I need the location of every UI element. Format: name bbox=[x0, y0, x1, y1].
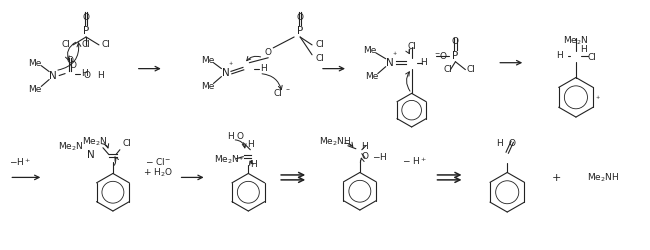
Text: P: P bbox=[452, 51, 458, 61]
Text: H: H bbox=[250, 160, 257, 169]
Text: Me: Me bbox=[201, 56, 214, 65]
Text: Cl: Cl bbox=[467, 65, 476, 74]
Text: $^{-}$O: $^{-}$O bbox=[434, 50, 448, 61]
Text: Me: Me bbox=[365, 72, 378, 81]
Text: H: H bbox=[227, 132, 234, 141]
Text: N: N bbox=[87, 150, 95, 160]
Text: O: O bbox=[296, 13, 304, 22]
Text: Me$_2$NH: Me$_2$NH bbox=[319, 136, 351, 148]
Text: O: O bbox=[265, 48, 272, 57]
Text: Me$_2$N: Me$_2$N bbox=[214, 153, 239, 166]
Text: N: N bbox=[49, 70, 57, 81]
Text: Cl: Cl bbox=[274, 89, 283, 98]
Text: Me: Me bbox=[29, 59, 42, 68]
Text: Cl: Cl bbox=[316, 54, 324, 63]
Text: Me$_2$N: Me$_2$N bbox=[563, 35, 589, 47]
Text: Cl: Cl bbox=[588, 53, 596, 62]
Text: $+$ H$_2$O: $+$ H$_2$O bbox=[143, 166, 173, 179]
Text: P: P bbox=[297, 26, 304, 36]
Text: H: H bbox=[247, 140, 254, 149]
Text: $^+$: $^+$ bbox=[237, 156, 244, 162]
Text: Cl: Cl bbox=[316, 40, 324, 50]
Text: O: O bbox=[237, 132, 244, 141]
Text: $-$H: $-$H bbox=[372, 151, 387, 162]
Text: O: O bbox=[361, 152, 369, 161]
Text: H: H bbox=[361, 142, 368, 151]
Text: H: H bbox=[496, 139, 502, 148]
Text: Me$_2$N: Me$_2$N bbox=[83, 136, 108, 148]
Text: O: O bbox=[83, 13, 90, 22]
Text: Me: Me bbox=[201, 82, 214, 91]
Text: N: N bbox=[386, 58, 394, 68]
Text: Me: Me bbox=[363, 46, 376, 55]
Text: H: H bbox=[260, 64, 266, 73]
Text: O: O bbox=[509, 139, 515, 148]
Text: H: H bbox=[420, 58, 427, 67]
Text: H: H bbox=[98, 71, 105, 80]
Text: O: O bbox=[452, 38, 459, 46]
Text: $^+$: $^+$ bbox=[595, 96, 601, 102]
Text: N: N bbox=[222, 68, 229, 78]
Text: $-$ H$^+$: $-$ H$^+$ bbox=[402, 156, 427, 168]
Text: O: O bbox=[83, 71, 90, 80]
Text: $^+$: $^+$ bbox=[227, 62, 234, 68]
Text: $-$H$^+$: $-$H$^+$ bbox=[9, 157, 32, 168]
Text: Me$_2$N: Me$_2$N bbox=[58, 140, 84, 153]
Text: $+$: $+$ bbox=[551, 172, 561, 183]
Text: Cl: Cl bbox=[407, 42, 416, 51]
Text: Cl: Cl bbox=[101, 40, 111, 50]
Text: Cl: Cl bbox=[122, 139, 131, 148]
Text: P: P bbox=[83, 26, 89, 36]
Text: O: O bbox=[70, 61, 77, 70]
Text: H: H bbox=[81, 69, 87, 78]
Text: Me$_2$NH: Me$_2$NH bbox=[587, 171, 619, 184]
Text: H: H bbox=[580, 45, 587, 54]
Text: H: H bbox=[556, 51, 564, 60]
Text: Me: Me bbox=[29, 85, 42, 94]
Text: Cl: Cl bbox=[62, 40, 71, 50]
Text: $^+$: $^+$ bbox=[391, 52, 398, 58]
Text: $-$ Cl$^{-}$: $-$ Cl$^{-}$ bbox=[145, 156, 171, 167]
Text: Cl: Cl bbox=[443, 65, 452, 74]
Text: O: O bbox=[66, 56, 73, 65]
Text: Cl: Cl bbox=[82, 40, 90, 50]
Text: $^{-}$: $^{-}$ bbox=[285, 88, 291, 94]
